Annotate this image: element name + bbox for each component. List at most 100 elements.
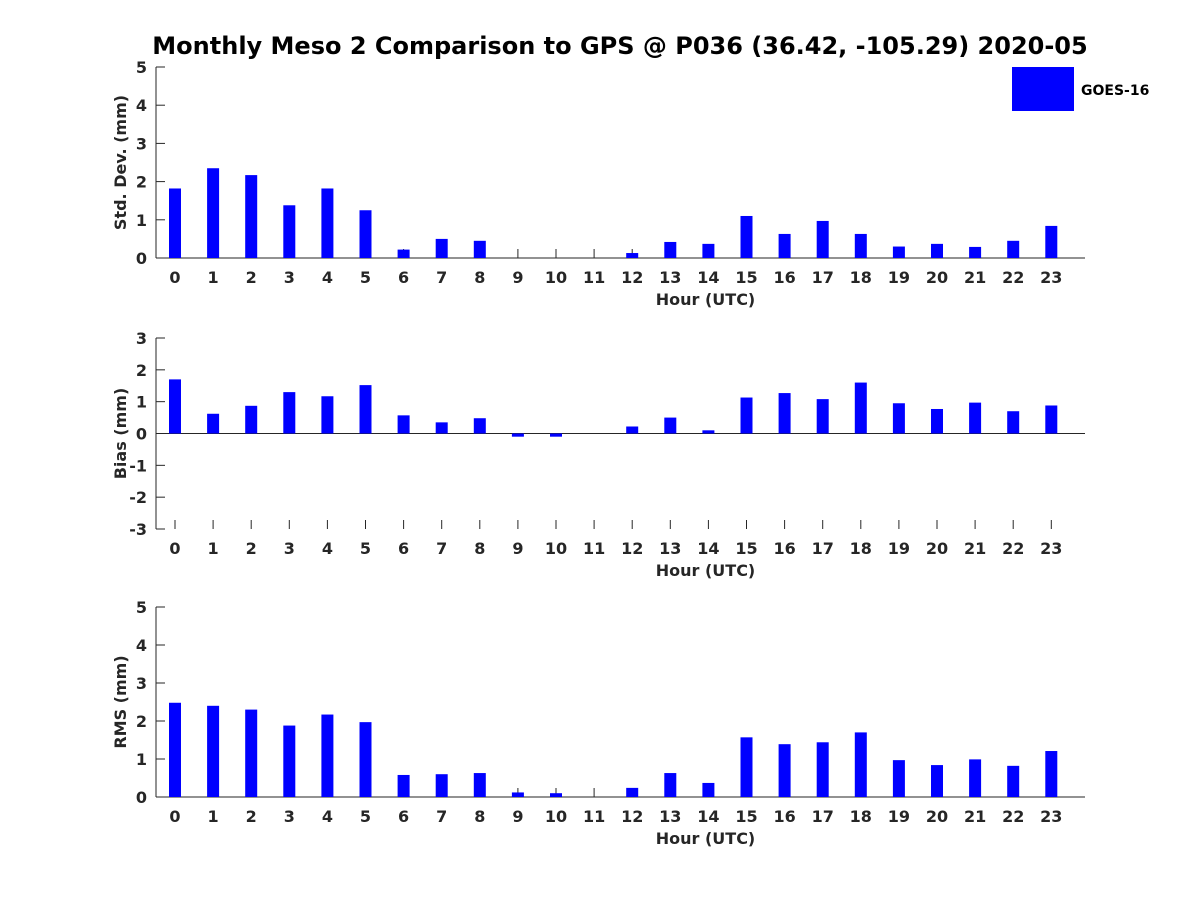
- bar-hour-5: [359, 722, 372, 797]
- bar-hour-1: [207, 168, 220, 258]
- bar-hour-15: [740, 737, 753, 797]
- bar-hour-18: [854, 233, 867, 258]
- bar-hour-12: [626, 253, 639, 258]
- x-tick-label: 15: [735, 807, 757, 826]
- x-tick-label: 20: [926, 807, 948, 826]
- x-tick-label: 17: [812, 807, 834, 826]
- x-tick-label: 9: [512, 268, 523, 287]
- x-tick-label: 12: [621, 268, 643, 287]
- x-tick-label: 0: [169, 807, 180, 826]
- bar-hour-17: [816, 220, 829, 258]
- x-tick-label: 18: [850, 268, 872, 287]
- x-tick-label: 14: [697, 807, 719, 826]
- x-tick-label: 6: [398, 807, 409, 826]
- bar-hour-3: [283, 392, 296, 434]
- x-axis-label: Hour (UTC): [656, 561, 756, 580]
- x-tick-label: 7: [436, 539, 447, 558]
- x-tick-label: 9: [512, 807, 523, 826]
- y-tick-label: 0: [136, 788, 147, 807]
- y-tick-label: 1: [136, 750, 147, 769]
- bar-hour-22: [1007, 240, 1020, 258]
- x-tick-label: 15: [735, 539, 757, 558]
- bar-hour-19: [892, 403, 905, 434]
- y-tick-label: 1: [136, 211, 147, 230]
- bar-hour-16: [778, 393, 791, 434]
- bar-hour-21: [969, 402, 982, 434]
- bar-hour-10: [550, 433, 562, 437]
- bar-hour-7: [435, 774, 448, 797]
- bar-hour-12: [626, 787, 639, 797]
- y-tick-label: 3: [136, 329, 147, 348]
- x-tick-label: 16: [773, 807, 795, 826]
- y-tick-label: 4: [136, 96, 147, 115]
- bar-hour-19: [892, 246, 905, 258]
- x-tick-label: 20: [926, 268, 948, 287]
- bar-hour-15: [740, 215, 753, 258]
- x-tick-label: 0: [169, 539, 180, 558]
- x-tick-label: 23: [1040, 539, 1062, 558]
- x-tick-label: 10: [545, 539, 567, 558]
- bar-hour-2: [245, 175, 258, 258]
- x-tick-label: 2: [246, 807, 257, 826]
- bar-hour-14: [702, 243, 715, 258]
- bar-hour-2: [245, 405, 258, 434]
- x-tick-label: 0: [169, 268, 180, 287]
- x-tick-label: 19: [888, 807, 910, 826]
- legend-label: GOES-16: [1081, 83, 1149, 99]
- bar-hour-22: [1007, 765, 1020, 797]
- x-tick-label: 11: [583, 268, 605, 287]
- bar-hour-21: [969, 246, 982, 258]
- bar-hour-6: [397, 774, 410, 797]
- y-tick-label: -3: [129, 520, 147, 539]
- bar-hour-6: [397, 249, 410, 258]
- bar-hour-18: [854, 382, 867, 434]
- x-tick-label: 3: [284, 807, 295, 826]
- y-tick-label: 1: [136, 393, 147, 412]
- bar-hour-19: [892, 760, 905, 797]
- x-tick-label: 18: [850, 539, 872, 558]
- bar-hour-0: [169, 379, 181, 434]
- x-tick-label: 12: [621, 807, 643, 826]
- x-tick-label: 10: [545, 268, 567, 287]
- bar-hour-16: [778, 233, 791, 258]
- bar-hour-23: [1045, 225, 1058, 258]
- x-tick-label: 16: [773, 268, 795, 287]
- bar-hour-5: [359, 210, 372, 258]
- legend: GOES-16: [1012, 67, 1149, 111]
- x-tick-label: 8: [474, 268, 485, 287]
- figure-title: Monthly Meso 2 Comparison to GPS @ P036 …: [152, 32, 1087, 60]
- y-tick-label: 0: [136, 249, 147, 268]
- x-tick-label: 21: [964, 807, 986, 826]
- x-tick-label: 23: [1040, 268, 1062, 287]
- x-tick-label: 15: [735, 268, 757, 287]
- bar-hour-1: [207, 705, 220, 797]
- legend-swatch: [1012, 67, 1074, 111]
- bar-hour-1: [207, 413, 220, 434]
- bar-hour-10: [550, 793, 562, 797]
- bar-hour-8: [473, 418, 486, 434]
- x-tick-label: 3: [284, 539, 295, 558]
- x-tick-label: 12: [621, 539, 643, 558]
- x-tick-label: 13: [659, 539, 681, 558]
- bar-hour-13: [664, 417, 677, 434]
- bar-hour-14: [702, 782, 715, 797]
- x-tick-label: 1: [208, 268, 219, 287]
- y-tick-label: 5: [136, 598, 147, 617]
- y-tick-label: 3: [136, 674, 147, 693]
- x-tick-label: 21: [964, 539, 986, 558]
- bar-hour-9: [511, 792, 524, 797]
- x-tick-label: 18: [850, 807, 872, 826]
- bar-hour-4: [321, 188, 334, 258]
- y-tick-label: 4: [136, 636, 147, 655]
- bar-hour-13: [664, 773, 677, 797]
- x-tick-label: 5: [360, 539, 371, 558]
- x-tick-label: 11: [583, 807, 605, 826]
- x-tick-label: 5: [360, 807, 371, 826]
- bar-hour-15: [740, 397, 753, 434]
- bar-hour-20: [931, 408, 943, 434]
- x-tick-label: 20: [926, 539, 948, 558]
- x-tick-label: 7: [436, 268, 447, 287]
- bar-hour-2: [245, 709, 258, 797]
